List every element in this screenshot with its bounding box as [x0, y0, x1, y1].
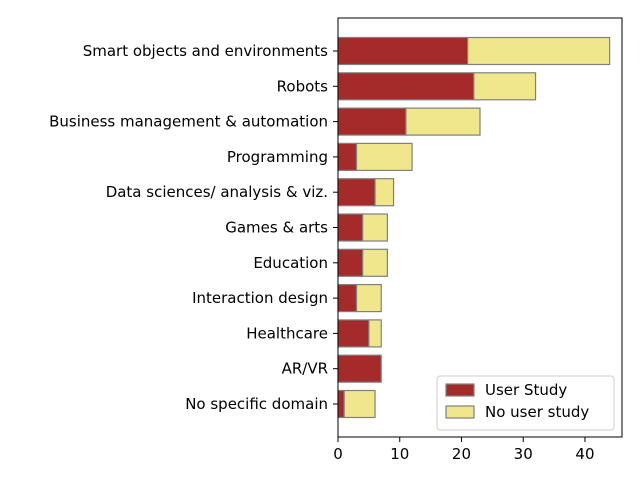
category-label: Smart objects and environments [83, 42, 328, 60]
bar-no-user-study [343, 389, 376, 419]
category-label: Games & arts [225, 219, 328, 237]
bar-no-user-study [374, 178, 395, 207]
bar-user-study [337, 178, 376, 207]
bar-no-user-study [362, 248, 388, 277]
bar-no-user-study [355, 284, 382, 313]
category-label: Business management & automation [49, 113, 328, 131]
legend: User Study No user study [436, 375, 615, 431]
bar-user-study [337, 354, 382, 383]
plot-frame [337, 17, 623, 438]
bar-no-user-study [368, 319, 382, 348]
category-label: Data sciences/ analysis & viz. [106, 183, 328, 201]
bar-user-study [337, 389, 345, 419]
bar-user-study [337, 248, 364, 277]
category-labels: Smart objects and environments Robots Busi… [49, 42, 338, 413]
x-tick-label: 40 [575, 445, 594, 463]
bar-user-study [337, 284, 358, 313]
bar-user-study [337, 36, 469, 66]
bar-no-user-study [473, 72, 537, 101]
category-label: Robots [277, 77, 329, 95]
legend-swatch [445, 405, 475, 419]
x-tick-label: 10 [390, 445, 409, 463]
bar-no-user-study [467, 36, 611, 66]
bar-user-study [337, 213, 364, 242]
category-label: Healthcare [246, 324, 328, 342]
bars-group [337, 36, 611, 419]
bar-user-study [337, 107, 407, 136]
category-label: Interaction design [192, 289, 328, 307]
bar-no-user-study [405, 107, 481, 136]
category-label: AR/VR [282, 360, 328, 378]
category-label: Programming [227, 148, 328, 166]
x-tick-label: 0 [333, 445, 343, 463]
bar-user-study [337, 142, 358, 171]
legend-box [436, 375, 615, 431]
legend-label: No user study [485, 403, 589, 421]
category-label: Education [253, 254, 328, 272]
legend-label: User Study [485, 381, 567, 399]
x-axis-ticks: 0 10 20 30 40 [333, 437, 595, 463]
x-tick-label: 30 [514, 445, 533, 463]
category-label: No specific domain [185, 395, 328, 413]
x-tick-label: 20 [452, 445, 471, 463]
bar-no-user-study [362, 213, 388, 242]
bar-user-study [337, 319, 370, 348]
bar-no-user-study [355, 142, 413, 171]
legend-swatch [445, 383, 475, 397]
bar-user-study [337, 72, 475, 101]
